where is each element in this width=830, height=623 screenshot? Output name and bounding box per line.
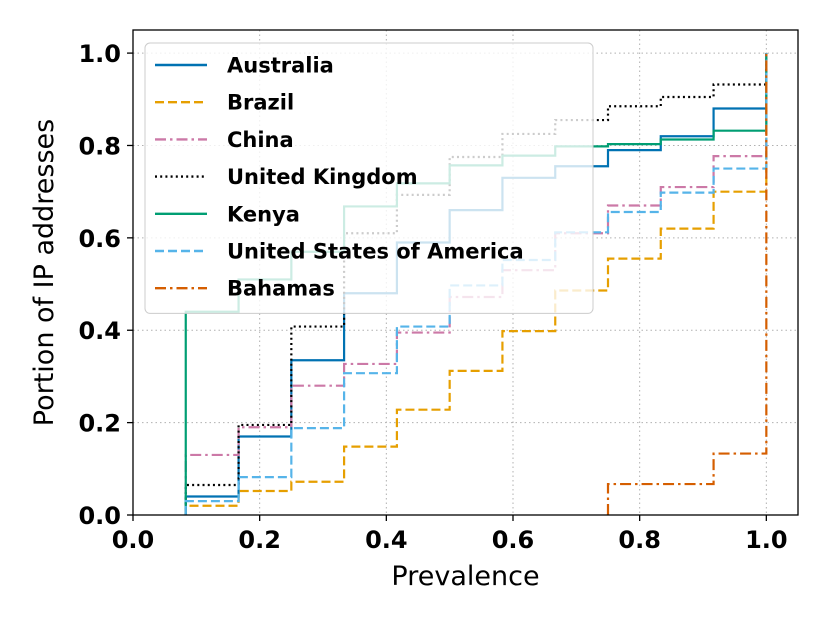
y-tick-label-1: 0.2 (78, 410, 121, 438)
series-line-united-states-of-america (184, 53, 768, 515)
legend-box (144, 42, 594, 314)
y-tick-label-4: 0.8 (78, 132, 121, 160)
series-line-bahamas (606, 53, 768, 515)
legend-label-china: China (227, 128, 294, 152)
x-tick-label-4: 0.8 (618, 526, 661, 554)
legend-label-australia: Australia (227, 54, 334, 78)
x-tick-label-1: 0.2 (238, 526, 281, 554)
legend-label-brazil: Brazil (227, 91, 294, 115)
legend-label-united-states-of-america: United States of America (227, 240, 524, 264)
x-tick-label-3: 0.6 (492, 526, 535, 554)
x-tick-label-5: 1.0 (745, 526, 788, 554)
y-tick-label-5: 1.0 (78, 40, 121, 68)
legend-label-united-kingdom: United Kingdom (227, 165, 418, 189)
y-tick-label-0: 0.0 (78, 502, 121, 530)
legend-label-bahamas: Bahamas (227, 277, 335, 301)
series-line-china (184, 53, 768, 515)
x-tick-label-0: 0.0 (112, 526, 155, 554)
series-line-brazil (184, 53, 768, 515)
y-axis-label: Portion of IP addresses (29, 119, 60, 426)
ticks-layer: 0.0 0.2 0.4 0.6 0.8 1.0 0.0 0.2 0.4 0.6 0.8 1.0 (78, 40, 787, 554)
x-axis-label: Prevalence (391, 561, 539, 592)
legend-label-kenya: Kenya (227, 202, 300, 226)
plot-area-frame (132, 29, 799, 516)
y-tick-label-2: 0.4 (78, 317, 121, 345)
x-tick-label-2: 0.4 (365, 526, 408, 554)
legend: Australia Brazil China United Kingdom Kenya U… (144, 42, 594, 314)
y-tick-label-3: 0.6 (78, 225, 121, 253)
